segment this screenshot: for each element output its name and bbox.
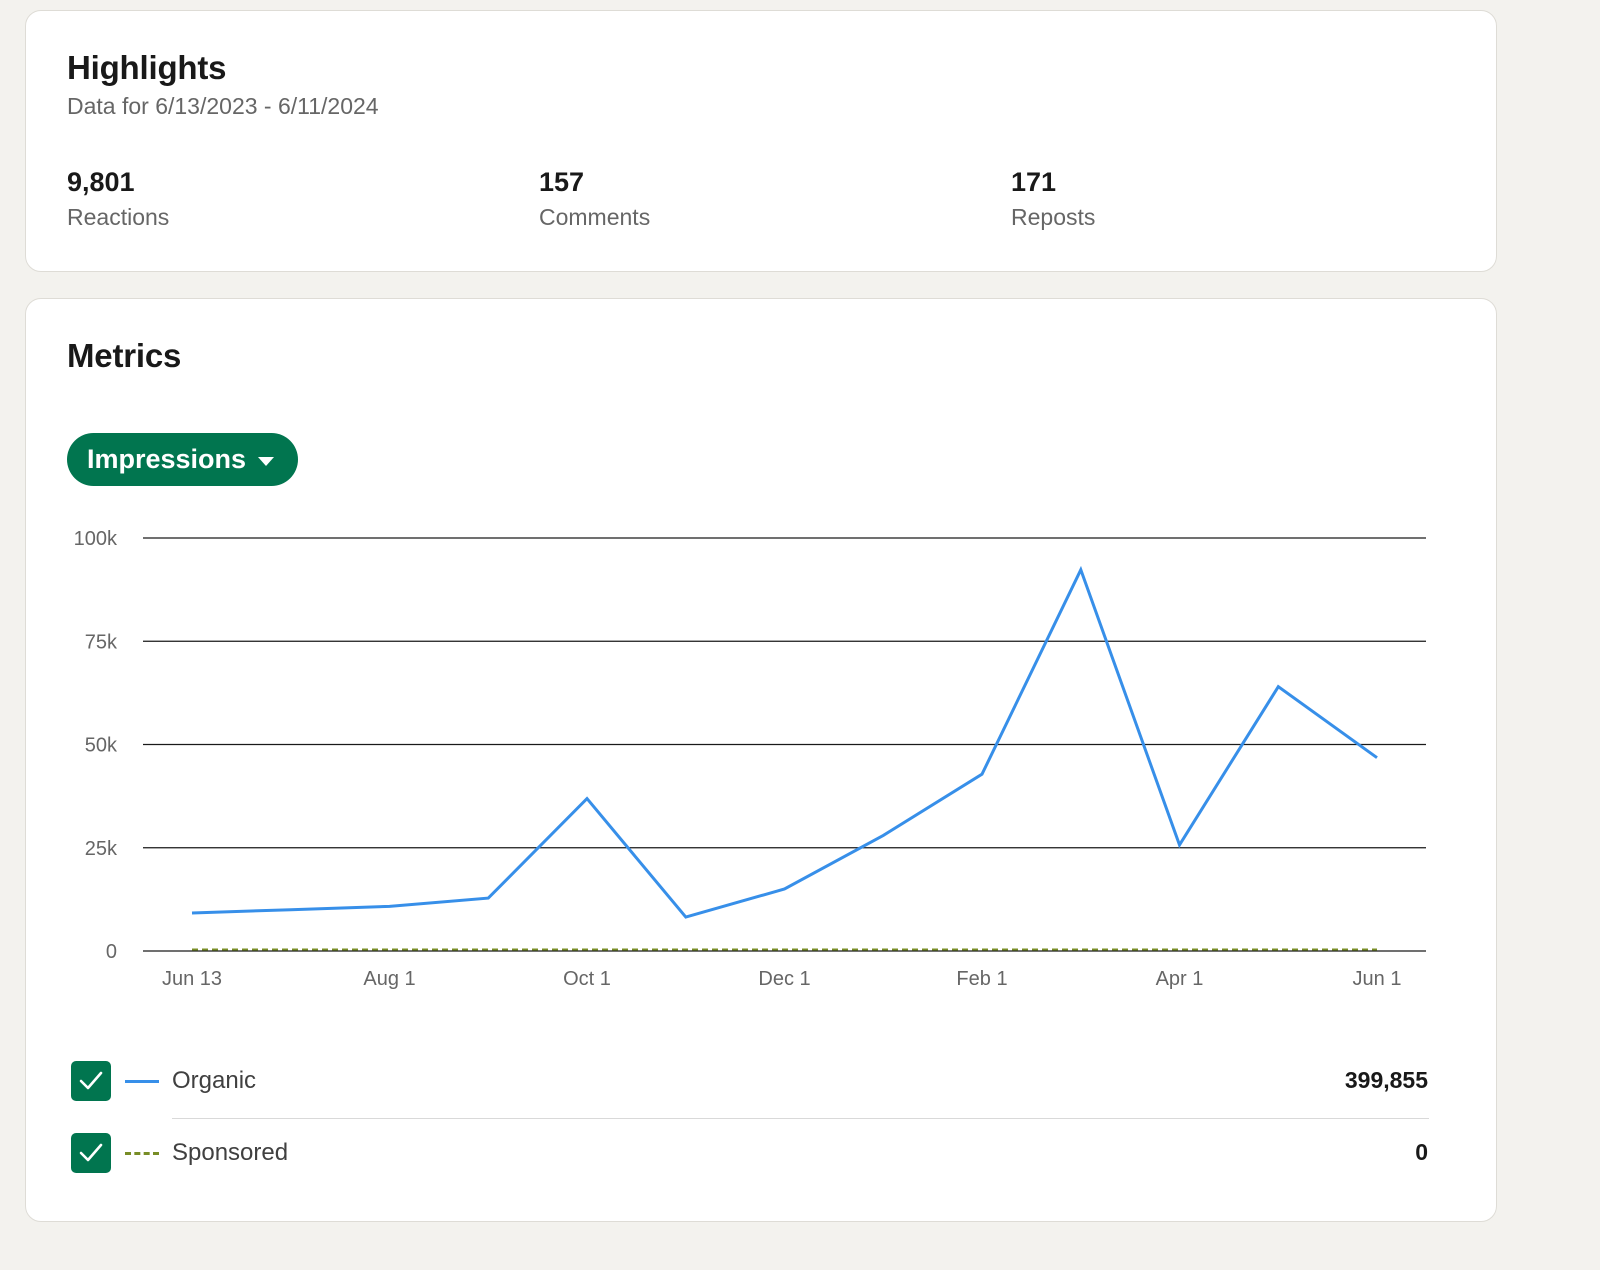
stat-label: Comments: [539, 204, 651, 230]
y-tick-label: 100k: [74, 528, 118, 550]
organic-line-swatch: [125, 1080, 159, 1083]
highlights-card: Highlights Data for 6/13/2023 - 6/11/202…: [25, 10, 1497, 272]
legend-label: Sponsored: [172, 1139, 289, 1166]
legend-divider: [172, 1118, 1429, 1119]
checkmark-icon: [79, 1071, 103, 1090]
highlights-title: Highlights: [67, 49, 227, 86]
checkmark-icon: [79, 1143, 103, 1162]
metric-selector-label: Impressions: [87, 444, 247, 474]
y-tick-label: 25k: [85, 838, 118, 860]
stat-value: 171: [1011, 167, 1057, 197]
metrics-title: Metrics: [67, 337, 182, 374]
stat-label: Reactions: [67, 204, 170, 230]
legend-row-organic: Organic 399,855: [71, 1061, 1431, 1103]
caret-down-icon: [258, 456, 275, 466]
legend-label: Organic: [172, 1067, 257, 1094]
date-range-subtitle: Data for 6/13/2023 - 6/11/2024: [67, 93, 379, 119]
sponsored-line-swatch: [125, 1152, 159, 1155]
x-tick-label: Jun 13: [162, 968, 222, 990]
organic-checkbox[interactable]: [71, 1061, 111, 1101]
x-tick-label: Jun 1: [1353, 968, 1402, 990]
x-tick-label: Aug 1: [363, 968, 415, 990]
metrics-card: Metrics Impressions 0 25k 50k 75k 100k Jun 13…: [25, 298, 1497, 1222]
legend-row-sponsored: Sponsored 0: [71, 1133, 1431, 1175]
legend-total: 0: [1415, 1139, 1428, 1165]
y-tick-label: 0: [106, 941, 117, 963]
stat-comments: 157 Comments: [539, 167, 650, 231]
stat-reactions: 9,801 Reactions: [67, 167, 169, 231]
y-tick-label: 75k: [85, 631, 118, 653]
stat-reposts: 171 Reposts: [1011, 167, 1095, 231]
stat-value: 9,801: [67, 167, 135, 197]
impressions-line-chart: 0 25k 50k 75k 100k Jun 13 Aug 1 Oct 1 Dec 1 Feb 1…: [74, 528, 1426, 990]
legend-total: 399,855: [1344, 1067, 1428, 1093]
x-tick-label: Dec 1: [758, 968, 810, 990]
metric-selector-button[interactable]: Impressions: [67, 433, 299, 486]
series-line-organic: [191, 565, 1378, 919]
x-tick-label: Apr 1: [1156, 968, 1204, 990]
stat-value: 157: [539, 167, 585, 197]
y-tick-label: 50k: [85, 735, 118, 757]
sponsored-checkbox[interactable]: [71, 1133, 111, 1173]
x-tick-label: Oct 1: [563, 968, 611, 990]
stat-label: Reposts: [1011, 204, 1096, 230]
x-tick-label: Feb 1: [956, 968, 1007, 990]
